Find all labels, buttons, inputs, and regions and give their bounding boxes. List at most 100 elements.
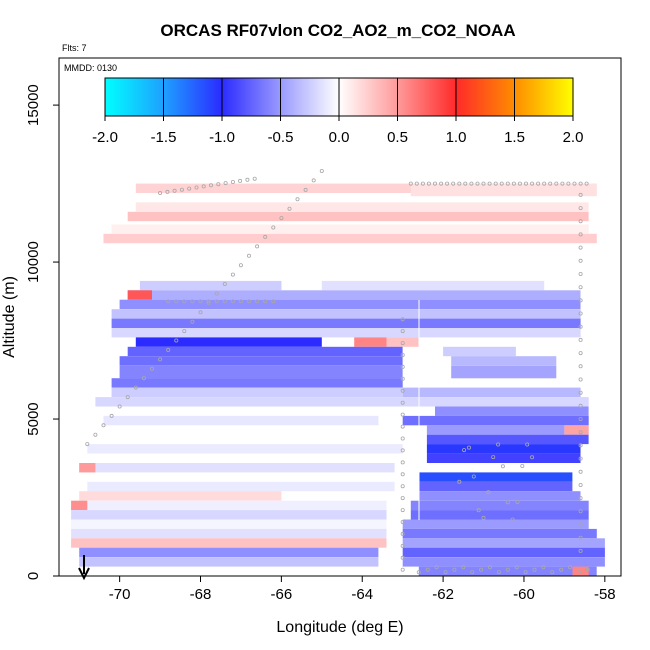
y-tick-label: 5000	[25, 402, 42, 435]
track-point	[311, 178, 316, 183]
track-point	[400, 364, 405, 369]
heatmap-cell	[79, 547, 379, 558]
track-point	[578, 482, 583, 487]
track-point	[182, 329, 187, 334]
heatmap-cell	[71, 528, 387, 539]
heatmap-cell	[426, 453, 581, 463]
track-point	[578, 232, 583, 237]
track-point	[166, 299, 171, 304]
track-point	[174, 338, 179, 343]
heatmap-cell	[135, 202, 589, 212]
heatmap-cell	[87, 481, 395, 492]
track-point	[214, 291, 219, 296]
track-point	[400, 531, 405, 536]
y-axis: 0 5000 10000 15000	[25, 84, 59, 580]
track-point	[425, 567, 430, 572]
track-point	[578, 548, 583, 553]
track-point	[439, 181, 444, 186]
heatmap-cell	[435, 406, 589, 416]
track-point	[496, 570, 501, 575]
track-point	[165, 189, 170, 194]
track-point	[578, 443, 583, 448]
colorbar-ticks: -2.0 -1.5 -1.0 -0.5 0.0 0.5 1.0 1.5 2.0	[92, 78, 583, 146]
track-point	[93, 432, 98, 437]
track-point	[149, 366, 154, 371]
heatmap-cell	[71, 500, 387, 511]
track-point	[505, 181, 510, 186]
heatmap-cell	[426, 444, 581, 454]
track-point	[400, 329, 405, 334]
track-point	[475, 181, 480, 186]
track-point	[466, 445, 471, 450]
heatmap-cell	[79, 463, 395, 473]
track-point	[511, 181, 516, 186]
heatmap-cell	[443, 346, 516, 357]
track-point	[416, 570, 421, 575]
heatmap-cell	[103, 415, 379, 426]
track-point	[578, 535, 583, 540]
heatmap-cell	[402, 547, 605, 558]
track-point	[463, 181, 468, 186]
track-point	[578, 285, 583, 290]
track-point	[141, 376, 146, 381]
track-point	[279, 216, 284, 221]
x-tick-label: -60	[513, 586, 535, 603]
track-point	[524, 181, 529, 186]
heatmap-cell	[402, 538, 605, 548]
heatmap-cell	[135, 337, 322, 347]
heatmap-cell	[71, 500, 88, 511]
track-point	[505, 500, 510, 505]
track-point	[578, 522, 583, 527]
colorbar-tick-label: 2.0	[563, 129, 584, 146]
heatmap-cell	[127, 290, 152, 300]
track-point	[554, 181, 559, 186]
track-point	[560, 181, 565, 186]
track-point	[578, 469, 583, 474]
track-point	[400, 436, 405, 441]
track-point	[578, 403, 583, 408]
track-point	[238, 263, 243, 268]
flight-track-points	[85, 168, 590, 575]
heatmap-cell	[119, 365, 403, 379]
track-point	[252, 176, 257, 181]
heatmap-cell	[111, 378, 403, 388]
track-point	[536, 181, 541, 186]
track-point	[246, 253, 251, 258]
heatmap-cell	[79, 557, 379, 567]
track-point	[319, 168, 324, 173]
track-point	[452, 567, 457, 572]
heatmap-cell	[111, 387, 403, 397]
track-point	[432, 181, 437, 186]
track-point	[514, 565, 519, 570]
track-point	[166, 347, 171, 352]
track-point	[255, 244, 260, 249]
heatmap-cell	[111, 318, 581, 328]
heatmap-cell	[402, 519, 589, 529]
x-tick-label: -62	[432, 586, 454, 603]
track-point	[400, 472, 405, 477]
track-point	[578, 337, 583, 342]
track-point	[568, 565, 573, 570]
track-point	[510, 517, 515, 522]
arrow-head	[78, 567, 90, 581]
track-point	[578, 192, 583, 197]
heatmap-cell	[139, 280, 282, 291]
track-point	[505, 567, 510, 572]
track-point	[578, 181, 583, 186]
track-point	[462, 448, 467, 453]
track-point	[230, 272, 235, 277]
x-tick-label: -70	[109, 586, 131, 603]
track-point	[295, 197, 300, 202]
track-point	[400, 400, 405, 405]
track-point	[578, 324, 583, 329]
track-point	[206, 299, 211, 304]
track-point	[457, 479, 462, 484]
track-point	[566, 181, 571, 186]
track-point	[420, 181, 425, 186]
track-point	[400, 484, 405, 489]
heatmap-cell	[111, 224, 589, 234]
heatmap-cell	[95, 397, 589, 407]
track-point	[550, 570, 555, 575]
heatmap-cell	[103, 233, 597, 244]
